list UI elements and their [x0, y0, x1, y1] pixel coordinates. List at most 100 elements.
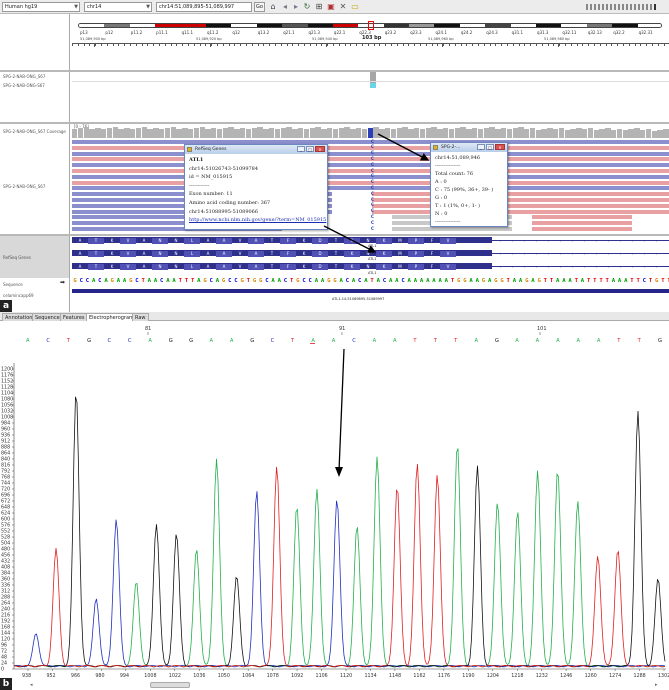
ruler-minor-tick	[159, 44, 160, 46]
coverage-track[interactable]: [0 - 76]	[72, 124, 669, 138]
genome-dropdown[interactable]: Human hg19 ▼	[2, 2, 80, 12]
aligned-read[interactable]	[372, 209, 669, 214]
base-call: C	[352, 338, 356, 344]
aligned-read[interactable]	[72, 227, 282, 231]
aligned-read[interactable]	[72, 215, 274, 220]
tab-raw[interactable]: Raw	[132, 313, 149, 321]
zoom-tick[interactable]	[598, 4, 600, 10]
tooltip-icon[interactable]: ✕	[339, 2, 347, 11]
zoom-tick[interactable]	[602, 4, 604, 10]
aligned-read[interactable]	[72, 145, 669, 150]
zoom-tick[interactable]	[594, 4, 596, 10]
track-label-sequence[interactable]: Sequence	[3, 282, 23, 287]
tab-sequence[interactable]: Sequence	[32, 313, 63, 321]
zoom-tick[interactable]	[634, 4, 636, 10]
locus-input[interactable]: chr14:51,089,895-51,089,997	[156, 2, 252, 12]
ruler-icon[interactable]: ▭	[351, 2, 359, 11]
go-button[interactable]: Go	[254, 2, 265, 12]
aligned-read[interactable]	[72, 163, 669, 168]
tab-electropherogram[interactable]: Electropherogram	[86, 313, 137, 321]
popup-title-bar[interactable]: SPG-2-... _ □ ✕	[431, 143, 507, 152]
aligned-read[interactable]	[72, 140, 669, 144]
coverage-bar	[587, 128, 594, 138]
track-label-junctions-2[interactable]: SPG-2-NAB-ONG-S67	[3, 83, 45, 88]
aligned-read[interactable]	[72, 174, 669, 179]
zoom-tick[interactable]	[586, 4, 588, 10]
strand-arrow-icon: ›	[560, 264, 562, 269]
track-label-annotation[interactable]: celamincapp69	[3, 293, 34, 298]
ruler[interactable]: 103 bp 51,089,900 bp 51,089,920 bp 51,089,…	[72, 34, 669, 70]
scroll-right-icon[interactable]: ▸	[655, 682, 658, 688]
base-count-popup[interactable]: SPG-2-... _ □ ✕ chr14:51,089,946 -------…	[430, 142, 508, 227]
chromosome-dropdown[interactable]: chr14 ▼	[84, 2, 152, 12]
zoom-tick[interactable]	[630, 4, 632, 10]
aligned-read[interactable]	[372, 203, 669, 208]
tab-annotation[interactable]: Annotation	[2, 313, 36, 321]
track-label-junctions[interactable]: SPG-2-NAB-ONG_S67	[3, 74, 46, 79]
chromosome-ideogram[interactable]	[78, 23, 662, 28]
scroll-left-icon[interactable]: ◂	[30, 682, 33, 688]
horizontal-scrollbar-thumb[interactable]	[150, 682, 190, 688]
minimize-icon[interactable]: _	[477, 144, 485, 150]
ruler-minor-tick	[135, 44, 137, 46]
forward-icon[interactable]: ▸	[293, 2, 298, 11]
aligned-read[interactable]	[72, 180, 669, 185]
aligned-read[interactable]	[72, 151, 669, 156]
home-icon[interactable]: ⌂	[270, 2, 276, 11]
zoom-tick[interactable]	[606, 4, 608, 10]
popup-title-bar[interactable]: RefSeq Genes _ □ ✕	[185, 145, 327, 154]
roi-icon[interactable]: ⊞	[315, 2, 323, 11]
refseq-genes-popup[interactable]: RefSeq Genes _ □ ✕ ATL1 chr14:51026743-5…	[184, 144, 328, 230]
sequence-base: T	[184, 278, 189, 284]
aligned-read[interactable]	[532, 215, 632, 220]
ruler-minor-tick	[663, 44, 665, 46]
aligned-read[interactable]	[72, 169, 669, 173]
zoom-tick[interactable]	[614, 4, 616, 10]
zoom-tick[interactable]	[646, 4, 648, 10]
aligned-read[interactable]	[72, 186, 669, 191]
zoom-tick[interactable]	[626, 4, 628, 10]
close-icon[interactable]: ✕	[495, 144, 505, 150]
zoom-tick[interactable]	[638, 4, 640, 10]
zoom-tick[interactable]	[618, 4, 620, 10]
aligned-read[interactable]	[372, 192, 669, 197]
ruler-minor-tick	[234, 44, 236, 46]
aligned-read[interactable]	[72, 221, 278, 226]
ncbi-gene-link[interactable]: http://www.ncbi.nlm.nih.gov/gene/?term=N…	[189, 217, 327, 224]
minimize-icon[interactable]: _	[297, 146, 305, 152]
refresh-icon[interactable]: ↻	[303, 2, 311, 11]
maximize-icon[interactable]: □	[306, 146, 314, 152]
aligned-read[interactable]	[532, 221, 632, 226]
popup-line: chr14:51,089,946	[435, 155, 481, 161]
electropherogram-panel[interactable]: 1200 1176 1152 1128 1104 1080 1056 1032 1008 984 9…	[0, 321, 669, 690]
zoom-tick[interactable]	[642, 4, 644, 10]
track-label-coverage[interactable]: SPG-2-NAB-ONG_S67 Coverage	[3, 129, 66, 134]
track-label-refseq[interactable]: RefSeq Genes	[3, 255, 31, 260]
strand-arrow-icon[interactable]: ➡	[60, 279, 66, 286]
back-icon[interactable]: ◂	[282, 2, 287, 11]
x-tick-label: 1064	[242, 673, 254, 679]
mismatch-base: C	[371, 225, 374, 231]
y-tick-label: 1128	[1, 385, 13, 391]
aligned-read[interactable]	[392, 227, 512, 231]
zoom-tick[interactable]	[610, 4, 612, 10]
sequence-base: G	[525, 278, 529, 284]
tab-features[interactable]: Features	[60, 313, 88, 321]
zoom-tick[interactable]	[590, 4, 592, 10]
base-call: A	[209, 338, 213, 344]
aligned-read[interactable]	[532, 227, 632, 231]
position-label: 91	[339, 326, 345, 332]
resize-icon[interactable]: ▣	[327, 2, 335, 11]
track-label-reads[interactable]: SPG-2-NAB-ONG_S67	[3, 184, 46, 189]
aligned-read[interactable]	[372, 198, 669, 202]
zoom-tick[interactable]	[622, 4, 624, 10]
maximize-icon[interactable]: □	[486, 144, 494, 150]
zoom-slider[interactable]	[586, 4, 664, 10]
zoom-tick[interactable]	[650, 4, 652, 10]
coverage-bar	[431, 127, 437, 138]
aligned-read[interactable]	[72, 157, 669, 162]
zoom-tick[interactable]	[654, 4, 656, 10]
close-icon[interactable]: ✕	[315, 146, 325, 152]
